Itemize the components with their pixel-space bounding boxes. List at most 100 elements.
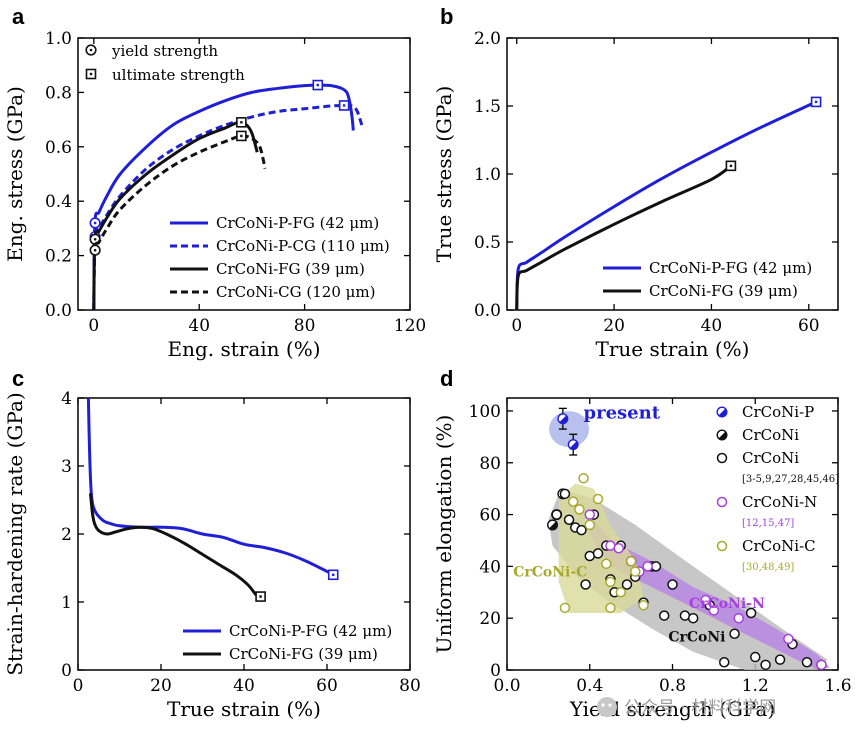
legend-label-1: CrCoNi-FG (39 μm) (229, 645, 378, 663)
y-tick-label: 0.5 (474, 233, 501, 253)
x-tick-label: 0 (73, 676, 84, 696)
scatter-point-4 (638, 599, 649, 611)
marker-legend-circle-dot (89, 48, 93, 52)
ultimate-marker-1-dot (342, 104, 346, 107)
panel-letter: a (12, 4, 25, 29)
series-line-0 (86, 397, 334, 577)
series-line-1 (515, 164, 732, 311)
scatter-point-2 (687, 612, 699, 624)
y-axis-title: True stress (GPa) (432, 86, 456, 263)
legend-label-3: CrCoNi-CG (120 μm) (216, 283, 375, 301)
scatter-point-2 (580, 579, 591, 590)
x-tick-label: 40 (233, 676, 255, 696)
scatter-point-4 (567, 496, 579, 507)
y-tick-label: 80 (479, 454, 501, 474)
y-tick-label: 20 (479, 609, 501, 629)
y-axis-title: Strain-hardening rate (GPa) (3, 392, 27, 675)
legend-label-4: CrCoNi-C (742, 537, 816, 555)
ultimate-marker-0-dot (316, 83, 319, 87)
watermark: 公众号 · 材料科学网 (597, 697, 776, 718)
scatter-point-2 (750, 651, 761, 663)
x-tick-label: 0.0 (493, 676, 520, 696)
legend-label-0: CrCoNi-P-FG (42 μm) (649, 259, 812, 277)
panel-letter: d (440, 366, 453, 391)
y-axis-title: Uniform elongation (%) (432, 415, 456, 654)
legend-label-2: CrCoNi (742, 449, 799, 467)
legend-label-2: CrCoNi-FG (39 μm) (216, 260, 365, 278)
y-tick-label: 1.0 (474, 165, 501, 185)
x-tick-label: 60 (316, 676, 338, 696)
scatter-point-3 (733, 612, 744, 624)
panel-letter: b (440, 4, 453, 29)
legend-label-1: CrCoNi-P-CG (110 μm) (216, 237, 390, 255)
legend-label-0: CrCoNi-P-FG (42 μm) (229, 622, 392, 640)
ultimate-marker-2-dot (240, 121, 243, 124)
scatter-point-3 (783, 633, 794, 645)
x-axis-title: True strain (%) (167, 697, 321, 721)
scatter-point-2 (774, 654, 786, 665)
legend-ref-2: [3-5,9,27,28,45,46] (742, 474, 839, 485)
x-tick-label: 60 (798, 316, 820, 336)
x-tick-label: 80 (294, 316, 316, 336)
y-tick-label: 0.6 (45, 138, 72, 158)
region-label-1: CrCoNi-N (689, 596, 765, 612)
legend-label-0: CrCoNi-P-FG (42 μm) (216, 214, 379, 232)
x-axis-title: True strain (%) (595, 337, 749, 361)
ultimate-marker-0-dot (814, 100, 818, 104)
x-tick-label: 40 (188, 316, 210, 336)
yield-marker-3-dot (93, 248, 97, 252)
scatter-point-2 (563, 514, 575, 526)
panel-b-chart: 0 20 40 60 0.0 0.5 1.0 1.5 2.0 True strain (%) Tru… (432, 4, 839, 361)
x-tick-label: 40 (701, 316, 723, 336)
y-tick-label: 0.2 (45, 247, 72, 267)
marker-legend-yield: yield strength (111, 42, 218, 60)
legend-ref-3: [12,15,47] (742, 518, 794, 529)
wechat-icon-eye (601, 703, 605, 707)
y-tick-label: 0.0 (45, 301, 72, 321)
y-tick-label: 3 (61, 457, 72, 477)
legend-marker-2 (716, 452, 728, 464)
scatter-point-4 (615, 587, 627, 598)
ultimate-marker-1-dot (729, 164, 733, 168)
scatter-point-3 (700, 594, 711, 606)
region-label-2: CrCoNi (668, 630, 725, 646)
marker-legend-square-dot (89, 72, 93, 76)
legend-marker-4 (716, 540, 728, 552)
scatter-point-2 (745, 607, 757, 619)
x-tick-label: 20 (150, 676, 172, 696)
watermark-text: 公众号 · 材料科学网 (624, 698, 776, 718)
x-tick-label: 1.6 (824, 676, 851, 696)
wechat-icon-eye (608, 703, 612, 707)
legend-label-1: CrCoNi (742, 426, 799, 444)
scatter-point-2 (667, 579, 678, 590)
scatter-point-0-fill (559, 415, 568, 424)
legend-label-0: CrCoNi-P (742, 403, 814, 421)
present-label: present (584, 403, 661, 424)
y-tick-label: 0 (61, 661, 72, 681)
legend-marker-0-fill (718, 408, 727, 417)
wechat-icon (597, 697, 617, 717)
plot-frame (77, 37, 411, 311)
y-tick-label: 100 (469, 402, 501, 422)
series-line-0 (92, 83, 355, 311)
scatter-point-4 (605, 602, 616, 614)
y-tick-label: 40 (479, 557, 501, 577)
series-line-1 (89, 493, 262, 599)
ultimate-marker-3-dot (240, 134, 243, 138)
y-axis-title: Eng. stress (GPa) (3, 86, 27, 262)
y-tick-label: 0 (490, 661, 501, 681)
yield-marker-0-dot (93, 221, 97, 225)
y-tick-label: 0.8 (45, 83, 72, 103)
x-tick-label: 0.4 (576, 676, 603, 696)
y-tick-label: 0.4 (45, 192, 72, 212)
scatter-point-4 (630, 566, 641, 577)
scatter-point-3 (613, 542, 624, 554)
x-tick-label: 0 (88, 316, 99, 336)
scatter-point-4 (559, 602, 571, 614)
scatter-point-4 (578, 473, 589, 484)
scatter-point-3 (642, 561, 653, 572)
legend-label-3: CrCoNi-N (742, 493, 817, 511)
scatter-point-3 (816, 659, 827, 671)
